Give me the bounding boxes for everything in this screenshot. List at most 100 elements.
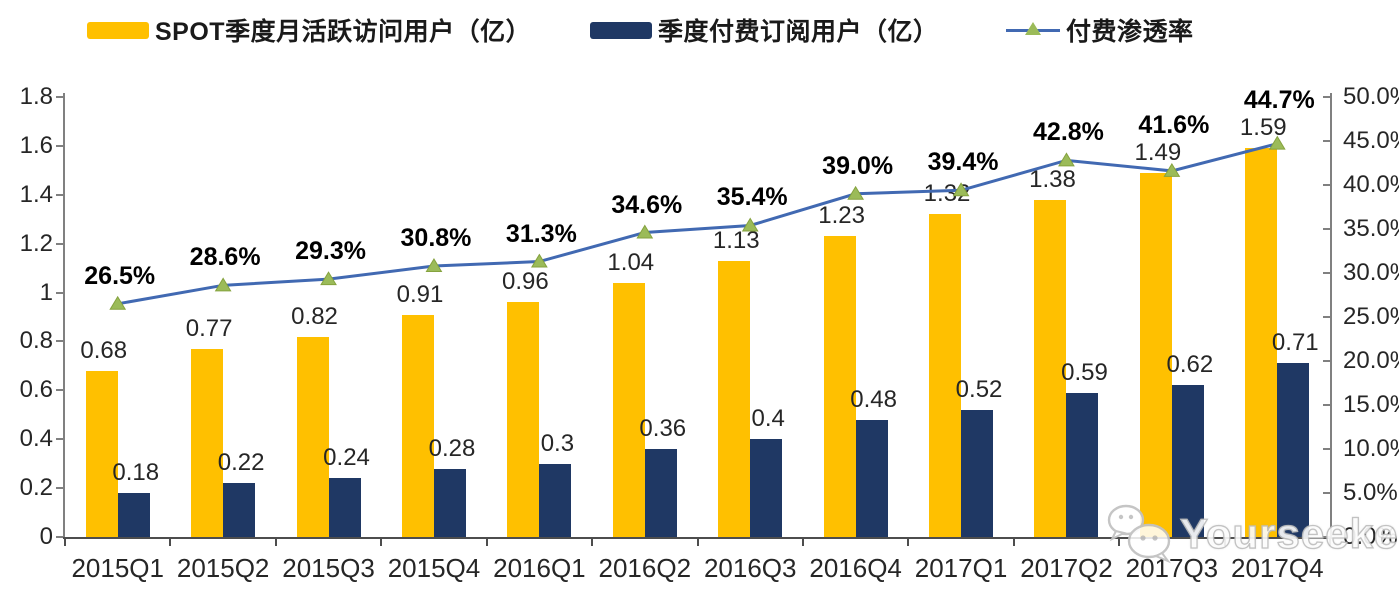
subs-value-label: 0.28 xyxy=(428,434,476,462)
penetration-label: 39.4% xyxy=(927,148,999,177)
right-axis-tick xyxy=(1323,184,1330,186)
right-axis-tick-label: 5.0% xyxy=(1343,479,1398,506)
legend-item-subscribers: 季度付费订阅用户（亿） xyxy=(590,16,939,46)
right-axis-tick-label: 30.0% xyxy=(1343,259,1399,286)
x-axis-label: 2015Q1 xyxy=(71,553,164,583)
penetration-label: 28.6% xyxy=(189,243,261,272)
subs-value-label: 0.48 xyxy=(850,385,897,413)
mau-value-label: 1.49 xyxy=(1134,138,1182,166)
mau-value-label: 0.68 xyxy=(80,336,128,364)
penetration-label: 42.8% xyxy=(1033,118,1104,147)
right-axis-tick xyxy=(1323,360,1330,362)
left-axis-tick-label: 0.4 xyxy=(19,425,53,453)
right-axis-tick xyxy=(1323,536,1330,538)
penetration-label: 35.4% xyxy=(716,183,788,212)
mau-bar xyxy=(718,260,751,537)
legend-item-mau: SPOT季度月活跃访问用户（亿） xyxy=(87,16,531,46)
legend-label-penetration: 付费渗透率 xyxy=(1066,18,1194,46)
right-axis-tick xyxy=(1323,448,1330,450)
subs-bar xyxy=(1277,363,1310,537)
left-axis-tick xyxy=(56,193,63,196)
subs-bar xyxy=(117,493,150,537)
right-axis-tick-label: 10.0% xyxy=(1343,435,1399,462)
left-axis-tick xyxy=(56,242,63,245)
left-axis-tick-label: 0.8 xyxy=(19,327,53,355)
left-axis-tick xyxy=(56,536,63,538)
right-axis-line xyxy=(1330,93,1332,539)
left-axis-tick xyxy=(56,291,63,294)
left-axis-tick-label: 0.6 xyxy=(19,376,53,404)
right-axis-tick-label: 45.0% xyxy=(1343,127,1399,154)
mau-value-label: 1.04 xyxy=(607,248,655,276)
watermark-text: Yourseeker xyxy=(1179,509,1399,557)
x-axis-tick xyxy=(380,539,383,546)
subs-value-label: 0.36 xyxy=(639,415,687,442)
mau-value-label: 1.23 xyxy=(818,202,865,230)
left-axis-tick xyxy=(56,389,63,392)
subs-value-label: 0.62 xyxy=(1166,351,1214,379)
left-axis-tick xyxy=(56,487,63,490)
x-axis-label: 2017Q4 xyxy=(1231,553,1324,583)
left-axis-tick-label: 0 xyxy=(39,523,53,550)
subs-value-label: 0.59 xyxy=(1061,358,1108,386)
left-axis-tick xyxy=(56,340,63,343)
penetration-label: 26.5% xyxy=(84,261,156,290)
penetration-label: 41.6% xyxy=(1138,110,1210,139)
right-axis-tick xyxy=(1323,316,1330,318)
mau-bar xyxy=(85,370,118,537)
triangle-marker-icon xyxy=(530,253,548,268)
x-axis-tick xyxy=(1012,539,1015,546)
x-axis-label: 2016Q1 xyxy=(493,553,586,583)
mau-value-label: 1.13 xyxy=(712,226,760,254)
triangle-marker-icon xyxy=(425,257,443,272)
subs-bar xyxy=(1171,385,1204,537)
x-axis-tick xyxy=(64,539,66,546)
subs-bar xyxy=(855,419,888,537)
right-axis-tick-label: 20.0% xyxy=(1343,347,1399,374)
wechat-bubbles-icon xyxy=(1107,504,1171,564)
x-axis-label: 2015Q4 xyxy=(387,553,481,583)
x-axis-label: 2017Q2 xyxy=(1020,553,1113,583)
legend-item-penetration: 付费渗透率 xyxy=(1006,16,1194,46)
x-axis-tick xyxy=(1329,539,1331,546)
right-axis-tick-label: 50.0% xyxy=(1343,83,1399,110)
x-axis-tick xyxy=(485,539,488,546)
mau-value-label: 1.59 xyxy=(1239,114,1287,142)
x-axis-tick xyxy=(696,539,699,546)
subs-value-label: 0.3 xyxy=(540,429,575,457)
left-axis-tick-label: 0.2 xyxy=(19,474,53,502)
subs-bar xyxy=(223,483,256,537)
subs-bar xyxy=(1066,392,1099,537)
x-axis-label: 2017Q1 xyxy=(914,553,1008,583)
left-axis-tick-label: 1.8 xyxy=(19,83,53,110)
mau-bar xyxy=(612,282,645,537)
right-axis-tick-label: 15.0% xyxy=(1343,391,1399,418)
x-axis-tick xyxy=(274,539,277,546)
right-axis-tick-label: 25.0% xyxy=(1343,303,1399,330)
x-axis-tick xyxy=(907,539,910,546)
watermark: Yourseeker xyxy=(1104,503,1399,565)
right-axis-tick-label: 40.0% xyxy=(1343,171,1399,198)
left-axis-tick xyxy=(56,438,63,441)
subs-value-label: 0.4 xyxy=(751,405,785,433)
triangle-marker-icon xyxy=(1025,22,1041,35)
subs-value-label: 0.22 xyxy=(217,449,265,477)
subs-bar xyxy=(961,409,994,537)
penetration-label: 30.8% xyxy=(400,223,472,252)
x-axis-label: 2015Q3 xyxy=(282,553,375,583)
x-axis-label: 2015Q2 xyxy=(176,553,270,583)
x-axis-tick xyxy=(591,539,594,546)
mau-value-label: 0.82 xyxy=(291,302,338,330)
left-axis-tick xyxy=(56,96,63,98)
right-axis-tick xyxy=(1323,404,1330,406)
right-axis-tick xyxy=(1323,228,1330,230)
left-axis-tick-label: 1.2 xyxy=(19,229,53,257)
right-axis-tick xyxy=(1323,272,1330,274)
left-axis-tick-label: 1 xyxy=(39,278,53,306)
line-marker-icon xyxy=(1006,20,1060,40)
penetration-label: 29.3% xyxy=(295,237,366,266)
mau-value-label: 0.77 xyxy=(185,314,233,342)
subs-bar xyxy=(328,478,361,537)
penetration-label: 44.7% xyxy=(1243,86,1315,115)
